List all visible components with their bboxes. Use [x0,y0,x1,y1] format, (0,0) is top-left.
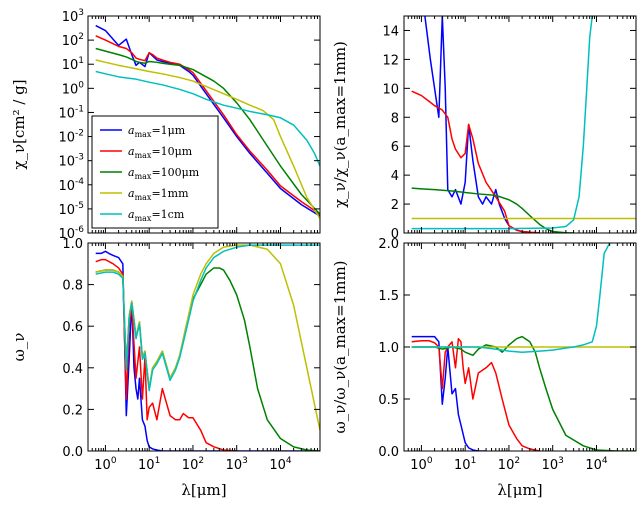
y-tick-label: 4 [391,169,399,184]
series-line-a_max=10μm [95,35,320,215]
y-tick-label: 10-4 [58,177,84,194]
series-line-a_max=1mm [95,59,320,219]
y-tick-label: 10-6 [58,225,84,242]
legend-entry: amax=1μm [128,124,186,139]
panel-bottom-left: 100 101 102 103 104 0.0 0.2 0.4 0.6 0.8 1.0 ω_ν λ[μm… [10,237,321,499]
y-tick-label: 0.8 [62,279,83,294]
y-tick-label: 1.0 [378,341,399,356]
axes-frame [87,15,321,234]
y-tick-label: 1.0 [62,237,83,252]
y-tick-label: 102 [62,32,84,49]
series-line-a_max=1cm [411,16,593,230]
series-group [411,243,636,451]
series-line-a_max=1μm [411,335,487,451]
y-tick-label: 12 [382,53,399,68]
series-group [95,24,320,219]
y-tick-label: 10-1 [58,104,84,121]
y-tick-label: 10-5 [58,201,84,218]
panel-bottom-right: 100 101 102 103 104 0.0 0.5 1.0 1.5 2.0 ω_ν/ω_ν(a_… [331,237,637,499]
y-tick-label: 0.6 [62,320,83,335]
y-tick-label: 10-3 [58,153,84,170]
legend-entry: amax=1cm [128,208,185,223]
series-group [411,16,636,233]
x-tick-label: 102 [182,456,204,473]
y-tick-label: 101 [62,56,84,73]
x-tick-label: 100 [410,456,433,473]
x-tick-label: 104 [269,456,292,473]
y-axis-label: χ_ν/χ_ν(a_max=1mm) [331,41,349,208]
x-tick-label: 103 [226,456,248,473]
x-tick-label: 104 [585,456,608,473]
y-tick-label: 8 [391,111,399,126]
x-tick-label: 103 [542,456,564,473]
series-line-a_max=10μm [95,258,237,451]
y-tick-label: 10-2 [58,129,84,146]
y-axis-label: χ_ν[cm² / g] [10,79,28,169]
y-tick-label: 0.0 [62,445,83,460]
panel-top-right: 0 2 4 6 8 10 12 14 χ_ν/χ_ν(a_max=1mm) [331,15,637,242]
series-line-a_max=1μm [424,16,530,233]
x-tick-label: 100 [94,456,117,473]
series-line-a_max=10μm [411,90,540,233]
y-axis-label: ω_ν/ω_ν(a_max=1mm) [331,260,349,433]
series-line-a_max=1cm [95,70,320,167]
y-tick-label: 2.0 [378,237,399,252]
x-tick-label: 101 [138,456,160,473]
axes-frame [87,242,321,452]
y-tick-label: 6 [391,140,399,155]
x-axis-label: λ[μm] [497,481,542,499]
y-tick-label: 1.5 [378,289,399,304]
panel-top-left: 10-6 10-5 10-4 10-3 10-2 10-1 100 101 102 103 χ_ν[… [10,8,321,242]
y-tick-label: 2 [391,198,399,213]
legend-entry: amax=10μm [128,145,193,160]
axes-frame [403,15,637,234]
legend-entry: amax=100μm [128,166,200,181]
x-axis-label: λ[μm] [181,481,226,499]
series-line-a_max=1μm [95,250,320,451]
y-tick-label: 10 [382,82,399,97]
x-tick-label: 102 [498,456,520,473]
y-tick-label: 14 [382,24,399,39]
x-tick-label: 101 [454,456,476,473]
y-tick-label: 0.2 [62,403,83,418]
legend: amax=1μm amax=10μm amax=100μm amax=1mm amax=… [91,115,219,229]
y-tick-label: 0.5 [378,393,399,408]
legend-entry: amax=1mm [128,187,189,202]
series-line-a_max=1cm [411,243,611,353]
y-tick-label: 100 [62,80,85,97]
y-tick-label: 0.0 [378,445,399,460]
series-group [95,244,320,451]
series-line-a_max=10μm [411,337,540,451]
y-tick-label: 0 [391,227,399,242]
y-axis-label: ω_ν [10,333,28,362]
y-tick-label: 103 [62,8,84,25]
series-line-a_max=100μm [411,187,574,233]
series-line-a_max=100μm [95,47,320,215]
y-tick-label: 0.4 [62,362,83,377]
